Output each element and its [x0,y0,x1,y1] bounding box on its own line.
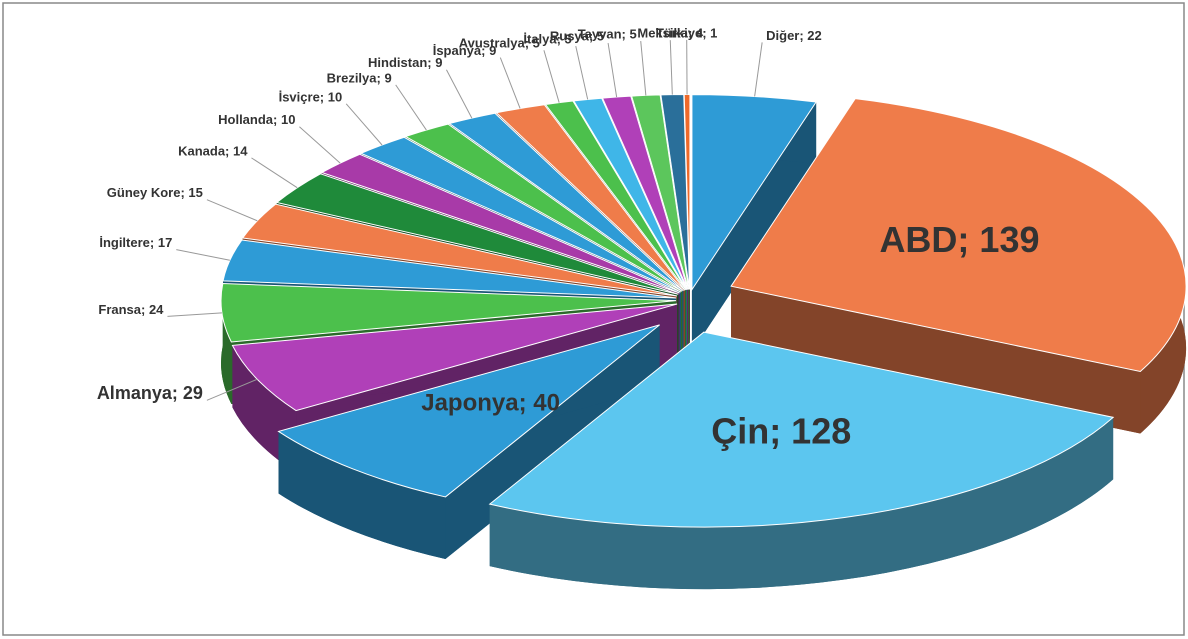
leader-line [754,42,763,97]
slice-side [691,102,817,352]
leader-line [395,84,427,131]
slice [404,123,683,292]
leader-line [669,40,673,95]
data-label: Almanya; 29 [97,383,203,403]
data-label: İtalya; 5 [523,32,571,47]
data-label: Hollanda; 10 [218,112,295,127]
slice-side [489,417,1114,590]
slice [277,324,660,498]
slice [220,283,677,343]
data-label: Diğer; 22 [766,28,822,43]
slice [241,203,678,297]
data-label: İsviçre; 10 [279,89,343,104]
slice [691,94,817,292]
slice-side [731,286,1141,434]
leader-line [251,157,298,189]
leader-line [176,249,230,261]
data-label: İspanya; 9 [433,43,497,58]
data-label: Meksika; 4 [637,26,704,41]
leader-line [299,126,341,164]
data-label: İngiltere; 17 [99,235,172,250]
leader-line [543,50,560,103]
leader-line [640,41,647,96]
data-label: Fransa; 24 [98,302,164,317]
slice-side [278,431,446,559]
leader-line [206,378,258,401]
leader-line [607,43,618,98]
slice-side [221,283,232,405]
labels: Diğer; 22 ABD; 139 Çin; 128 Japonya; 40 Alma… [97,25,1040,451]
data-label: Tayvan; 5 [578,26,637,41]
data-label: Güney Kore; 15 [107,185,203,200]
data-label: ABD; 139 [879,219,1039,260]
data-label: Brezilya; 9 [327,70,392,85]
leader-line [345,103,383,146]
data-label: Rusya; 5 [550,29,604,44]
slice [488,331,1115,528]
pie [220,94,1187,590]
data-label: Hindistan; 9 [368,55,442,70]
slice [359,136,682,293]
data-label: Çin; 128 [711,411,851,452]
leader-line [575,46,589,100]
slice [660,94,690,290]
leader-line [446,69,473,119]
slice [275,173,679,295]
data-label: Kanada; 14 [178,143,248,158]
data-label: Japonya; 40 [421,389,560,416]
leader-line [206,199,258,222]
data-label: Türkiye; 1 [656,25,717,40]
data-label: Avustralya; 5 [459,36,540,51]
leader-line [167,312,222,317]
slice [730,98,1187,372]
leader-line [499,57,521,109]
